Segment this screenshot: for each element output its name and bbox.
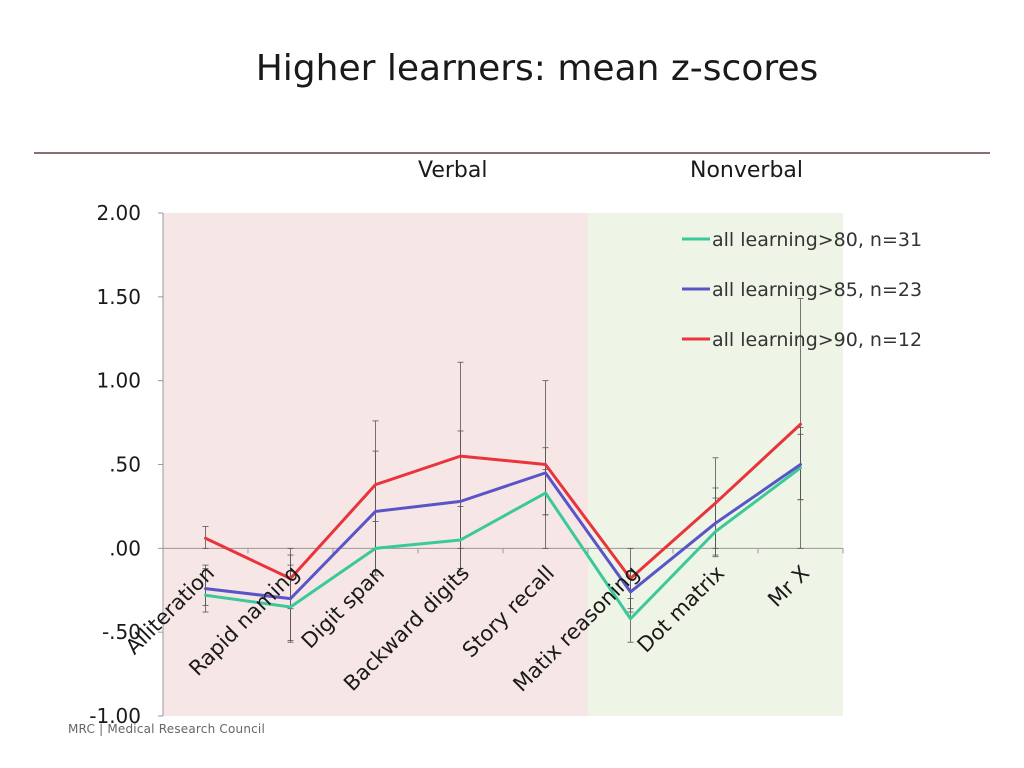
y-tick-label: -1.00 [89, 704, 141, 728]
y-tick-label: 2.00 [96, 201, 141, 225]
y-tick-label: -.50 [102, 620, 141, 644]
series-line-3 [204, 422, 802, 581]
y-tick-label: .00 [109, 536, 141, 560]
y-tick-label: .50 [109, 453, 141, 477]
y-tick-label: 1.00 [96, 369, 141, 393]
legend-label: all learning>85, n=23 [712, 279, 922, 301]
series-line-1 [204, 466, 802, 621]
legend-label: all learning>90, n=12 [712, 329, 922, 351]
legend-label: all learning>80, n=31 [712, 229, 922, 251]
verbal-group-label: Verbal [418, 158, 488, 183]
nonverbal-group-label: Nonverbal [690, 158, 804, 183]
slide-title: Higher learners: mean z-scores [255, 48, 819, 89]
series-line-2 [204, 463, 802, 601]
y-tick-label: 1.50 [96, 285, 141, 309]
title-divider [34, 152, 990, 154]
footer-logo-text: MRC | Medical Research Council [68, 722, 265, 736]
